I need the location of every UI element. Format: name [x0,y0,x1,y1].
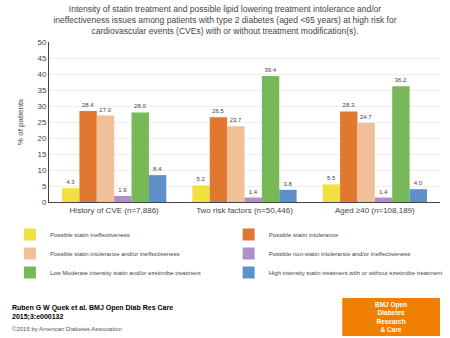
svg-text:39.4: 39.4 [264,67,276,73]
svg-text:1.4: 1.4 [379,189,388,195]
svg-text:5.2: 5.2 [197,176,206,182]
svg-text:15: 15 [37,150,46,159]
svg-text:27.0: 27.0 [99,107,111,113]
svg-text:20: 20 [37,134,46,143]
svg-text:Possible statin intolerance: Possible statin intolerance [269,232,339,238]
svg-text:45: 45 [37,54,46,63]
svg-text:24.7: 24.7 [360,114,372,120]
svg-text:50: 50 [37,38,46,47]
svg-text:40: 40 [37,70,46,79]
svg-text:25: 25 [37,118,46,127]
svg-text:4.0: 4.0 [414,180,423,186]
svg-text:1.4: 1.4 [249,189,258,195]
svg-text:35: 35 [37,86,46,95]
svg-text:30: 30 [37,102,46,111]
svg-text:5: 5 [42,182,47,191]
svg-text:Possible statin intolerance an: Possible statin intolerance and/or ineff… [50,251,180,257]
svg-text:10: 10 [37,166,46,175]
svg-text:Possible non-statin intoleranc: Possible non-statin intolerance and/or i… [269,251,411,257]
svg-text:5.5: 5.5 [327,175,336,181]
svg-text:36.2: 36.2 [395,77,407,83]
svg-text:% of patients: % of patients [16,99,25,145]
svg-text:1.9: 1.9 [118,187,127,193]
svg-text:0: 0 [42,198,47,207]
svg-text:Intensity of statin treatment: Intensity of statin treatment and possib… [53,4,396,36]
svg-text:High intensity statin treatmen: High intensity statin treatment with or … [269,270,443,276]
svg-text:Ruben G W Quek et al. BMJ Open: Ruben G W Quek et al. BMJ Open Diab Res … [12,304,173,321]
svg-text:28.4: 28.4 [82,102,94,108]
svg-text:BMJ OpenDiabetesResearch& Care: BMJ OpenDiabetesResearch& Care [375,301,407,333]
svg-text:4.3: 4.3 [66,179,75,185]
svg-text:Two risk factors (n=50,446): Two risk factors (n=50,446) [196,206,293,215]
svg-text:Possible statin ineffectivenes: Possible statin ineffectiveness [50,232,130,238]
svg-text:3.8: 3.8 [283,181,292,187]
svg-text:History of CVE (n=7,886): History of CVE (n=7,886) [70,206,159,215]
svg-text:23.7: 23.7 [230,117,242,123]
svg-text:26.5: 26.5 [212,108,224,114]
svg-text:Low Moderate intensity statin: Low Moderate intensity statin and/or eze… [50,270,201,276]
svg-text:28.0: 28.0 [134,103,146,109]
svg-text:Aged ≥40 (n=108,189): Aged ≥40 (n=108,189) [335,206,415,215]
svg-text:28.3: 28.3 [343,102,355,108]
svg-text:©2015 by American Diabetes Ass: ©2015 by American Diabetes Association [12,326,122,332]
svg-text:8.4: 8.4 [153,166,162,172]
